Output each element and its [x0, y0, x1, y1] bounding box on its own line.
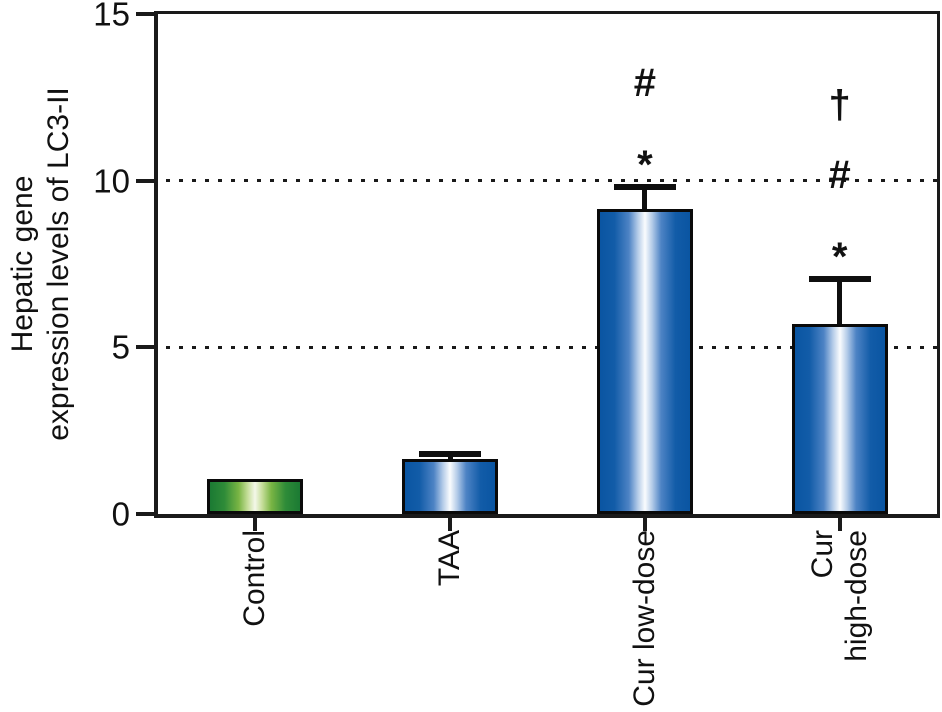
bar-cur-high-dose	[791, 324, 888, 514]
error-whisker-cur-high-dose	[837, 279, 843, 324]
plot-area	[154, 11, 940, 518]
y-axis-label: Hepatic gene expression levels of LC3-II	[5, 87, 77, 441]
y-tick-0	[136, 512, 158, 516]
x-tick-cur-high-dose	[837, 518, 842, 531]
y-tick-label-5: 5	[111, 328, 130, 366]
x-label-cur-high-dose: Cur high-dose	[805, 530, 873, 662]
y-axis-label-line2: expression levels of LC3-II	[42, 87, 75, 441]
bar-cur-low-dose	[596, 209, 693, 514]
error-cap-cur-low-dose	[613, 184, 676, 191]
sig-marker-asterisk-cur-low-dose: *	[637, 143, 653, 188]
x-tick-cur-low-dose	[642, 518, 647, 531]
y-tick-label-10: 10	[93, 162, 130, 200]
error-whisker-cur-low-dose	[642, 187, 648, 209]
y-tick-label-0: 0	[111, 495, 130, 533]
error-cap-cur-high-dose	[808, 276, 871, 282]
sig-marker-asterisk-cur-high-dose: *	[831, 235, 848, 279]
sig-marker-hash-cur-low-dose: #	[633, 61, 656, 106]
x-label-cur-low-dose: Cur low-dose	[627, 530, 661, 707]
x-label-taa: TAA	[433, 530, 467, 587]
x-label-control: Control	[238, 530, 272, 627]
y-tick-10	[136, 178, 158, 183]
x-tick-taa	[448, 518, 453, 531]
sig-marker-dagger-cur-high-dose: †	[828, 83, 851, 127]
bar-taa	[402, 459, 499, 514]
error-cap-taa	[419, 451, 482, 457]
gridline-y10	[166, 179, 937, 183]
y-tick-15	[136, 12, 158, 16]
x-tick-control	[253, 518, 258, 531]
y-axis-label-line1: Hepatic gene	[6, 175, 39, 353]
gridline-y5	[166, 345, 937, 349]
sig-marker-hash-cur-high-dose: #	[828, 153, 851, 197]
y-tick-5	[136, 345, 158, 350]
y-tick-label-15: 15	[93, 0, 130, 33]
bar-control	[207, 479, 304, 514]
